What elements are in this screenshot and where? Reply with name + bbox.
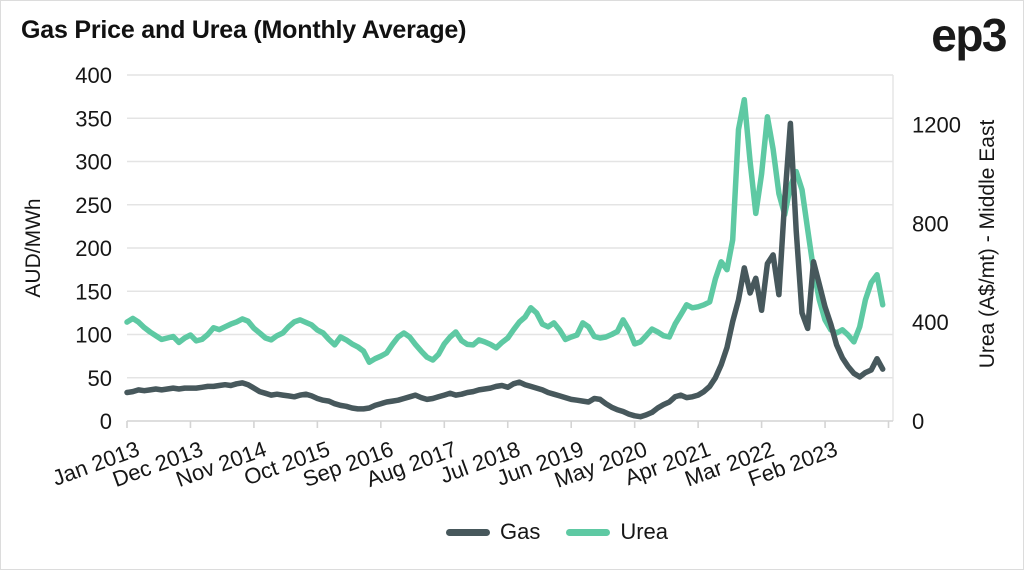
y-right-labels: 0 400 800 1200 — [912, 112, 961, 434]
svg-text:800: 800 — [912, 211, 949, 236]
svg-text:1200: 1200 — [912, 112, 961, 137]
legend-label-gas: Gas — [499, 519, 541, 544]
svg-text:100: 100 — [75, 323, 112, 348]
svg-text:0: 0 — [912, 409, 924, 434]
svg-text:0: 0 — [100, 409, 112, 434]
svg-text:400: 400 — [912, 310, 949, 335]
y-left-axis-title: AUD/MWh — [22, 198, 45, 298]
y-left-labels: 0 50 100 150 200 250 300 350 400 — [75, 63, 112, 434]
y-right-axis-title: Urea (A$/mt) - Middle East — [976, 119, 999, 369]
axis-group — [126, 420, 893, 428]
legend-item-gas: Gas — [445, 519, 541, 545]
series-group — [124, 96, 886, 420]
svg-text:300: 300 — [75, 150, 112, 175]
chart-title: Gas Price and Urea (Monthly Average) — [21, 16, 467, 44]
svg-text:400: 400 — [75, 63, 112, 88]
svg-text:50: 50 — [88, 366, 112, 391]
svg-text:150: 150 — [75, 279, 112, 304]
svg-text:350: 350 — [75, 106, 112, 131]
gridlines-group — [127, 74, 894, 421]
urea-line-swatch — [566, 528, 611, 536]
legend-label-urea: Urea — [620, 519, 669, 544]
legend-item-urea: Urea — [566, 519, 668, 545]
svg-text:250: 250 — [75, 193, 112, 218]
svg-text:200: 200 — [75, 236, 112, 261]
ep3-logo: ep3 — [931, 9, 1007, 61]
gas-line-swatch — [445, 528, 490, 536]
legend: Gas Urea — [0, 519, 1024, 545]
